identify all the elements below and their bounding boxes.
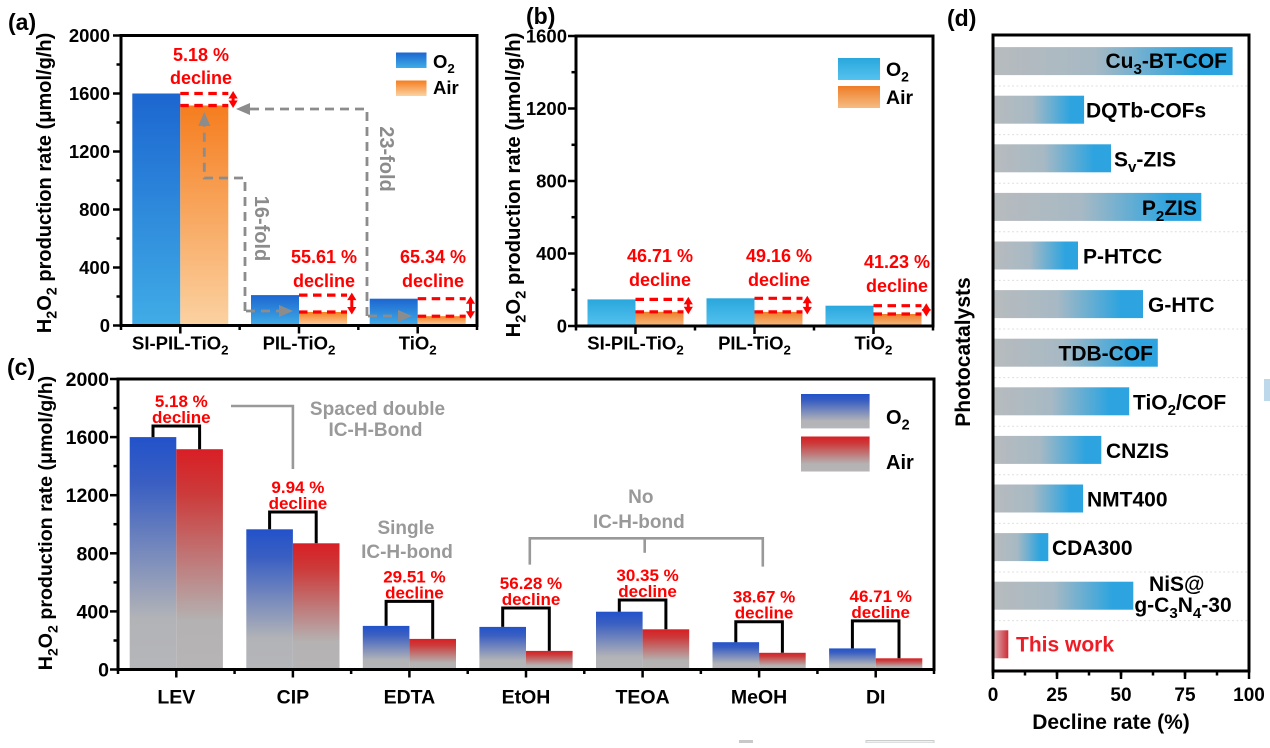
svg-text:TiO2​: TiO2​ <box>855 333 893 358</box>
svg-text:O2​: O2​ <box>886 59 909 85</box>
svg-text:MeOH: MeOH <box>731 687 787 709</box>
svg-text:100: 100 <box>1233 685 1265 706</box>
svg-text:G-HTC: G-HTC <box>1148 294 1215 317</box>
svg-text:(d): (d) <box>947 5 976 31</box>
svg-text:SI-PIL-TiO2​: SI-PIL-TiO2​ <box>132 333 228 358</box>
svg-text:P-HTCC: P-HTCC <box>1083 246 1162 269</box>
svg-text:800: 800 <box>76 543 109 565</box>
svg-text:H2​O2​ production rate (μmol/g: H2​O2​ production rate (μmol/g/h) <box>503 33 530 338</box>
svg-text:(c): (c) <box>7 354 35 380</box>
svg-text:65.34 %: 65.34 % <box>400 247 466 267</box>
svg-text:400: 400 <box>79 257 110 278</box>
svg-text:decline: decline <box>402 271 464 291</box>
svg-text:56.28 %: 56.28 % <box>500 574 562 593</box>
svg-text:P2​ZIS: P2​ZIS <box>1142 197 1197 225</box>
svg-text:800: 800 <box>536 171 567 192</box>
svg-text:decline: decline <box>851 603 910 622</box>
svg-text:decline: decline <box>748 270 810 290</box>
svg-text:SI-PIL-TiO2​: SI-PIL-TiO2​ <box>587 333 683 358</box>
svg-text:NiS@: NiS@ <box>1149 573 1204 596</box>
svg-text:1600: 1600 <box>69 83 110 104</box>
svg-text:(b): (b) <box>526 3 555 29</box>
svg-text:16-fold: 16-fold <box>250 196 272 262</box>
svg-text:PIL-TiO2​: PIL-TiO2​ <box>718 333 791 358</box>
svg-text:2000: 2000 <box>69 25 110 46</box>
svg-text:Air: Air <box>886 87 914 109</box>
svg-text:Sv​-ZIS: Sv​-ZIS <box>1114 148 1176 176</box>
svg-text:This work: This work <box>1016 634 1114 657</box>
svg-text:decline: decline <box>293 271 355 291</box>
svg-text:NMT400: NMT400 <box>1087 489 1168 512</box>
svg-text:CDA300: CDA300 <box>1052 537 1133 560</box>
svg-text:decline: decline <box>269 494 328 513</box>
svg-text:TiO2​/COF: TiO2​/COF <box>1133 391 1226 419</box>
svg-text:800: 800 <box>79 199 110 220</box>
svg-text:TiO2​: TiO2​ <box>399 333 437 358</box>
svg-text:decline: decline <box>152 408 211 427</box>
svg-text:(a): (a) <box>8 9 36 35</box>
svg-text:55.61 %: 55.61 % <box>291 247 357 267</box>
svg-text:50: 50 <box>1110 685 1131 706</box>
svg-text:1600: 1600 <box>66 427 110 449</box>
svg-text:decline: decline <box>618 582 677 601</box>
svg-text:0: 0 <box>557 316 567 337</box>
svg-text:5.18 %: 5.18 % <box>173 45 229 65</box>
svg-text:29.51 %: 29.51 % <box>383 567 445 586</box>
svg-text:EtOH: EtOH <box>502 687 551 709</box>
svg-text:9.94 %: 9.94 % <box>271 478 324 497</box>
svg-text:O2​: O2​ <box>886 407 910 434</box>
svg-text:O2​: O2​ <box>433 51 455 76</box>
svg-text:0: 0 <box>988 685 999 706</box>
svg-text:Cu3​-BT-COF: Cu3​-BT-COF <box>1105 50 1227 78</box>
svg-text:H2​O2​ production rate (μmol/g: H2​O2​ production rate (μmol/g/h) <box>34 33 61 334</box>
svg-text:TDB-COF: TDB-COF <box>1059 343 1154 366</box>
svg-text:Photocatalysts: Photocatalysts <box>952 277 975 426</box>
svg-text:DQTb-COFs: DQTb-COFs <box>1086 100 1206 123</box>
svg-text:2000: 2000 <box>66 369 110 391</box>
svg-text:23-fold: 23-fold <box>375 126 397 192</box>
svg-text:Air: Air <box>886 452 914 474</box>
svg-text:IC-H-bond: IC-H-bond <box>361 542 453 563</box>
svg-text:decline: decline <box>866 276 928 296</box>
svg-text:400: 400 <box>76 601 109 623</box>
svg-text:1200: 1200 <box>66 485 110 507</box>
svg-text:TEOA: TEOA <box>616 687 670 709</box>
svg-text:DI: DI <box>866 687 886 709</box>
svg-text:0: 0 <box>98 660 109 682</box>
svg-text:38.67 %: 38.67 % <box>733 588 795 607</box>
svg-text:EDTA: EDTA <box>384 687 436 709</box>
svg-text:41.23 %: 41.23 % <box>864 252 930 272</box>
svg-text:LEV: LEV <box>157 687 195 709</box>
svg-text:IC-H-bond: IC-H-bond <box>593 512 685 533</box>
svg-text:75: 75 <box>1174 685 1196 706</box>
svg-text:1200: 1200 <box>526 98 567 119</box>
svg-text:Air: Air <box>433 77 459 98</box>
svg-text:decline: decline <box>502 590 561 609</box>
svg-text:46.71 %: 46.71 % <box>627 246 693 266</box>
svg-text:decline: decline <box>735 604 794 623</box>
svg-text:5.18 %: 5.18 % <box>155 392 208 411</box>
svg-text:49.16 %: 49.16 % <box>746 246 812 266</box>
svg-text:decline: decline <box>629 270 691 290</box>
svg-text:400: 400 <box>536 243 567 264</box>
svg-text:1600: 1600 <box>526 26 567 47</box>
svg-text:CNZIS: CNZIS <box>1106 440 1169 463</box>
svg-text:46.71 %: 46.71 % <box>850 587 912 606</box>
svg-text:No: No <box>628 487 653 508</box>
svg-text:Decline rate (%): Decline rate (%) <box>1032 711 1190 734</box>
svg-text:0: 0 <box>100 315 110 336</box>
svg-text:Single: Single <box>377 518 434 539</box>
svg-text:30.35 %: 30.35 % <box>616 566 678 585</box>
svg-text:decline: decline <box>385 583 444 602</box>
svg-text:25: 25 <box>1046 685 1068 706</box>
svg-text:decline: decline <box>170 68 232 88</box>
svg-text:Spaced double: Spaced double <box>310 399 445 420</box>
svg-text:CIP: CIP <box>277 687 310 709</box>
svg-text:1200: 1200 <box>69 141 110 162</box>
svg-text:H2​O2​ production rate (μmol/g: H2​O2​ production rate (μmol/g/h) <box>35 376 61 670</box>
svg-text:IC-H-Bond: IC-H-Bond <box>329 420 423 441</box>
svg-text:PIL-TiO2​: PIL-TiO2​ <box>263 333 336 358</box>
svg-text:g-C3​N4​-30: g-C3​N4​-30 <box>1134 594 1231 622</box>
